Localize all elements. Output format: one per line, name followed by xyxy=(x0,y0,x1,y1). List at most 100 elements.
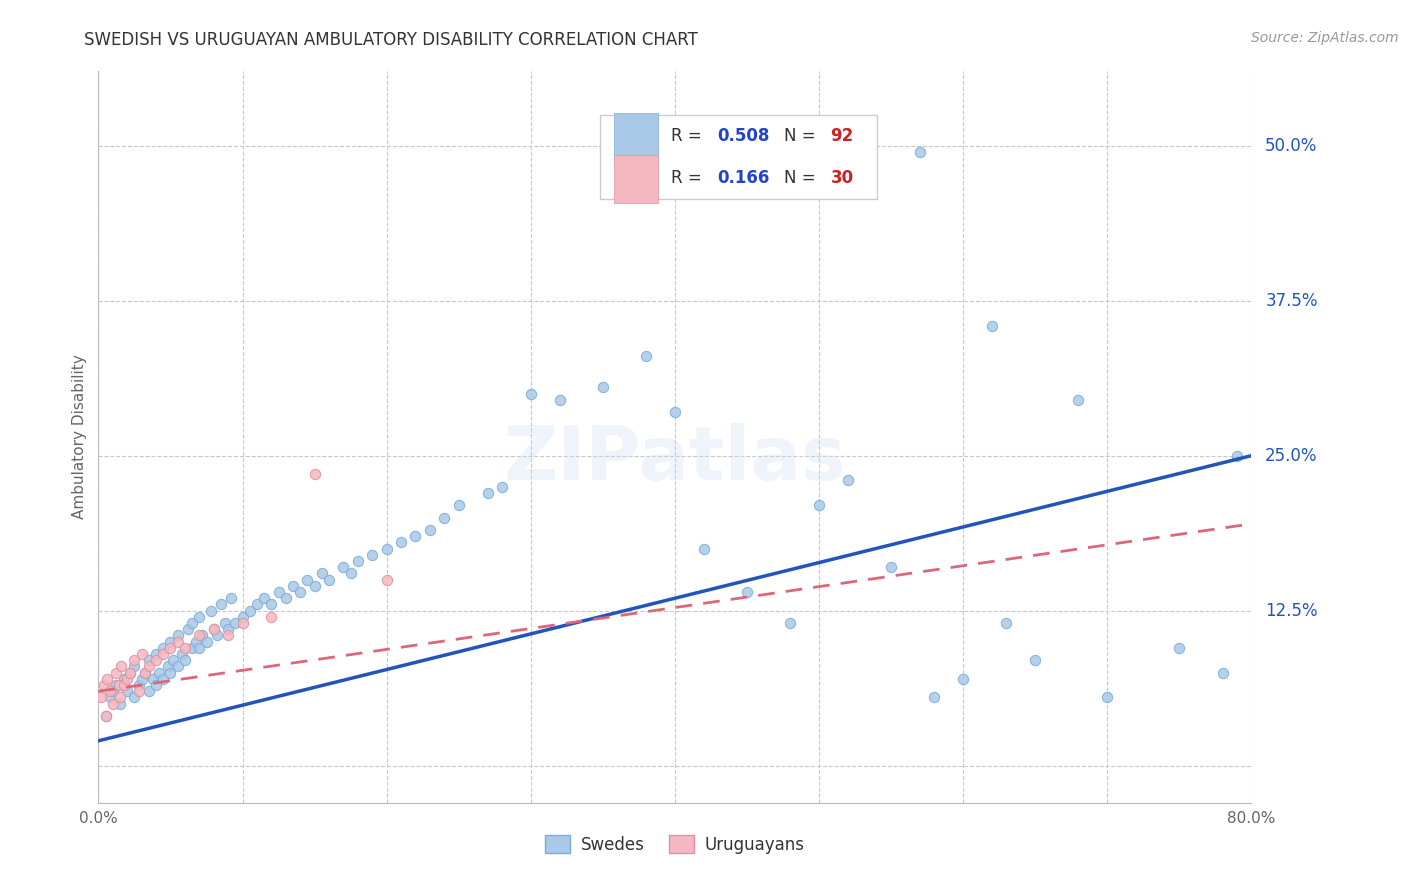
Point xyxy=(332,560,354,574)
Point xyxy=(98,690,121,705)
Point xyxy=(548,392,571,407)
Point xyxy=(134,665,156,680)
Point xyxy=(318,573,340,587)
Point xyxy=(159,665,181,680)
Point xyxy=(107,678,129,692)
Point xyxy=(405,529,427,543)
Y-axis label: Ambulatory Disability: Ambulatory Disability xyxy=(72,355,87,519)
Point xyxy=(128,684,150,698)
Point xyxy=(90,690,112,705)
Point xyxy=(346,554,368,568)
FancyBboxPatch shape xyxy=(614,113,658,161)
Point xyxy=(195,634,218,648)
Point xyxy=(145,653,167,667)
Point xyxy=(664,405,686,419)
Point xyxy=(94,709,117,723)
Point xyxy=(520,386,543,401)
Point xyxy=(1212,665,1234,680)
Point xyxy=(779,615,801,630)
Point xyxy=(693,541,716,556)
Point xyxy=(1168,640,1191,655)
Point xyxy=(162,653,184,667)
Point xyxy=(205,628,228,642)
Point xyxy=(735,585,758,599)
Point xyxy=(145,678,167,692)
Point xyxy=(128,678,150,692)
Point xyxy=(202,622,225,636)
Text: 37.5%: 37.5% xyxy=(1265,292,1317,310)
Point xyxy=(419,523,441,537)
Point xyxy=(152,647,174,661)
Point xyxy=(880,560,903,574)
Point xyxy=(304,579,326,593)
Point xyxy=(1097,690,1119,705)
Text: N =: N = xyxy=(785,169,821,187)
Point xyxy=(108,690,131,705)
Point xyxy=(110,659,132,673)
Point xyxy=(304,467,326,482)
Point xyxy=(636,350,658,364)
Point xyxy=(908,145,931,159)
Point xyxy=(186,634,208,648)
Point xyxy=(159,634,181,648)
Point xyxy=(274,591,297,606)
Point xyxy=(101,697,124,711)
Point xyxy=(209,598,232,612)
Point xyxy=(447,498,470,512)
Point xyxy=(191,628,214,642)
Point xyxy=(433,510,456,524)
Point xyxy=(1024,653,1046,667)
Point xyxy=(120,665,142,680)
Point xyxy=(246,598,269,612)
Point xyxy=(166,659,188,673)
Point xyxy=(166,634,188,648)
Point xyxy=(142,672,165,686)
Point xyxy=(202,622,225,636)
Point xyxy=(98,684,121,698)
Point xyxy=(339,566,361,581)
FancyBboxPatch shape xyxy=(600,115,877,200)
Point xyxy=(104,678,127,692)
Point xyxy=(101,684,124,698)
Point xyxy=(231,615,254,630)
Point xyxy=(156,659,179,673)
Text: 0.508: 0.508 xyxy=(717,128,770,145)
Point xyxy=(104,665,127,680)
Point xyxy=(170,647,193,661)
Point xyxy=(924,690,946,705)
Point xyxy=(981,318,1004,333)
Point xyxy=(361,548,384,562)
Point xyxy=(117,672,139,686)
Point xyxy=(148,665,170,680)
Point xyxy=(152,672,174,686)
Point xyxy=(138,653,160,667)
Point xyxy=(112,672,135,686)
Point xyxy=(181,640,204,655)
Point xyxy=(134,665,156,680)
Text: R =: R = xyxy=(672,128,707,145)
Point xyxy=(93,678,115,692)
Point xyxy=(112,678,135,692)
Point xyxy=(166,628,188,642)
Point xyxy=(131,672,153,686)
Point xyxy=(297,573,319,587)
Point xyxy=(808,498,831,512)
Text: 50.0%: 50.0% xyxy=(1265,136,1317,154)
Point xyxy=(94,709,117,723)
Point xyxy=(177,622,200,636)
Point xyxy=(952,672,974,686)
Point xyxy=(117,684,139,698)
Point xyxy=(253,591,276,606)
Point xyxy=(152,640,174,655)
Text: 92: 92 xyxy=(831,128,853,145)
Point xyxy=(281,579,304,593)
FancyBboxPatch shape xyxy=(614,155,658,202)
Point xyxy=(174,640,197,655)
Point xyxy=(120,665,142,680)
Point xyxy=(260,610,283,624)
Point xyxy=(188,640,211,655)
Point xyxy=(1067,392,1090,407)
Point xyxy=(217,628,239,642)
Text: ZIPatlas: ZIPatlas xyxy=(503,423,846,496)
Point xyxy=(592,380,614,394)
